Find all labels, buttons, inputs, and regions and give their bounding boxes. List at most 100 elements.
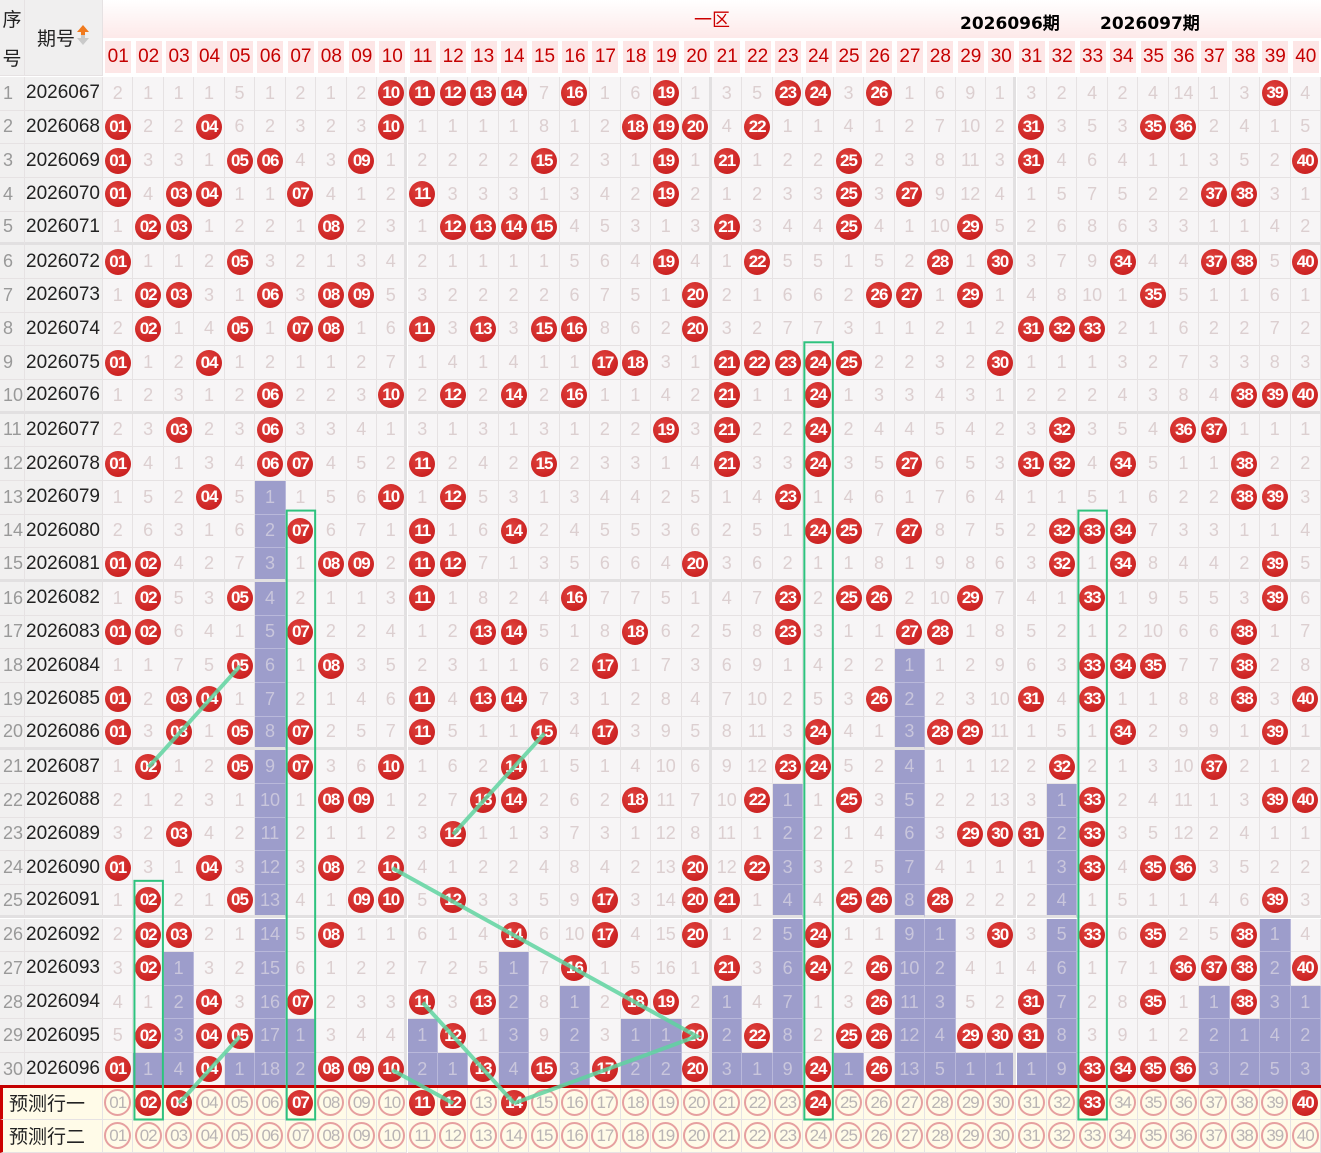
row-period[interactable]: 2026076 — [25, 379, 103, 414]
column-header-37[interactable]: 37 — [1199, 38, 1230, 76]
prediction-cell-24[interactable]: 24 — [803, 1120, 834, 1153]
prediction-cell-26[interactable]: 26 — [864, 1087, 895, 1120]
prediction-cell-20[interactable]: 20 — [681, 1087, 712, 1120]
prediction-cell-34[interactable]: 34 — [1107, 1120, 1139, 1153]
prediction-cell-12[interactable]: 12 — [437, 1087, 469, 1120]
column-header-28[interactable]: 28 — [925, 38, 956, 76]
prediction-cell-21[interactable]: 21 — [712, 1120, 743, 1153]
prediction-cell-29[interactable]: 29 — [955, 1087, 987, 1120]
prediction-cell-07[interactable]: 07 — [285, 1120, 317, 1153]
column-header-21[interactable]: 21 — [712, 38, 743, 76]
prediction-cell-33[interactable]: 33 — [1077, 1087, 1108, 1120]
prediction-cell-19[interactable]: 19 — [651, 1087, 682, 1120]
row-period[interactable]: 2026091 — [25, 884, 103, 919]
prediction-cell-35[interactable]: 35 — [1138, 1087, 1169, 1120]
prediction-cell-18[interactable]: 18 — [620, 1120, 652, 1153]
prediction-cell-22[interactable]: 22 — [742, 1087, 773, 1120]
prediction-cell-02[interactable]: 02 — [133, 1120, 164, 1153]
row-period[interactable]: 2026093 — [25, 952, 103, 986]
prediction-cell-03[interactable]: 03 — [163, 1120, 195, 1153]
prediction-cell-28[interactable]: 28 — [925, 1120, 956, 1153]
prediction-cell-17[interactable]: 17 — [590, 1087, 621, 1120]
prediction-cell-15[interactable]: 15 — [529, 1087, 560, 1120]
column-header-17[interactable]: 17 — [590, 38, 621, 76]
prediction-cell-14[interactable]: 14 — [498, 1087, 530, 1120]
row-period[interactable]: 2026084 — [25, 649, 103, 683]
column-header-26[interactable]: 26 — [864, 38, 895, 76]
prediction-cell-11[interactable]: 11 — [407, 1120, 438, 1153]
prediction-cell-05[interactable]: 05 — [224, 1120, 256, 1153]
prediction-cell-08[interactable]: 08 — [316, 1087, 347, 1120]
column-header-33[interactable]: 33 — [1077, 38, 1108, 76]
prediction-cell-32[interactable]: 32 — [1046, 1087, 1078, 1120]
prediction-cell-23[interactable]: 23 — [772, 1087, 804, 1120]
column-header-08[interactable]: 08 — [316, 38, 347, 76]
prediction-cell-25[interactable]: 25 — [833, 1087, 865, 1120]
row-period[interactable]: 2026083 — [25, 615, 103, 650]
column-header-19[interactable]: 19 — [651, 38, 682, 76]
column-header-22[interactable]: 22 — [742, 38, 773, 76]
column-header-03[interactable]: 03 — [163, 38, 195, 76]
prediction-cell-09[interactable]: 09 — [346, 1120, 378, 1153]
column-header-29[interactable]: 29 — [955, 38, 987, 76]
row-period[interactable]: 2026092 — [25, 918, 103, 953]
prediction-cell-31[interactable]: 31 — [1016, 1087, 1047, 1120]
row-period[interactable]: 2026080 — [25, 514, 103, 549]
prediction-cell-23[interactable]: 23 — [772, 1120, 804, 1153]
row-period[interactable]: 2026068 — [25, 110, 103, 145]
prediction-cell-17[interactable]: 17 — [590, 1120, 621, 1153]
row-period[interactable]: 2026069 — [25, 144, 103, 178]
prediction-cell-40[interactable]: 40 — [1290, 1087, 1321, 1120]
prediction-cell-10[interactable]: 10 — [377, 1120, 408, 1153]
prediction-cell-19[interactable]: 19 — [651, 1120, 682, 1153]
prediction-cell-37[interactable]: 37 — [1199, 1120, 1230, 1153]
prediction-cell-13[interactable]: 13 — [468, 1087, 499, 1120]
row-period[interactable]: 2026096 — [25, 1053, 103, 1087]
row-period[interactable]: 2026094 — [25, 985, 103, 1020]
prediction-cell-32[interactable]: 32 — [1046, 1120, 1078, 1153]
column-header-20[interactable]: 20 — [681, 38, 712, 76]
column-header-40[interactable]: 40 — [1290, 38, 1321, 76]
column-header-39[interactable]: 39 — [1260, 38, 1291, 76]
prediction-cell-39[interactable]: 39 — [1260, 1120, 1291, 1153]
prediction-cell-04[interactable]: 04 — [194, 1120, 225, 1153]
prediction-cell-31[interactable]: 31 — [1016, 1120, 1047, 1153]
prediction-cell-34[interactable]: 34 — [1107, 1087, 1139, 1120]
prediction-cell-04[interactable]: 04 — [194, 1087, 225, 1120]
prediction-cell-29[interactable]: 29 — [955, 1120, 987, 1153]
prediction-cell-14[interactable]: 14 — [498, 1120, 530, 1153]
prediction-cell-24[interactable]: 24 — [803, 1087, 834, 1120]
column-header-13[interactable]: 13 — [468, 38, 499, 76]
prediction-cell-38[interactable]: 38 — [1229, 1087, 1261, 1120]
prediction-cell-25[interactable]: 25 — [833, 1120, 865, 1153]
row-period[interactable]: 2026079 — [25, 480, 103, 515]
prediction-cell-27[interactable]: 27 — [894, 1087, 926, 1120]
prediction-cell-21[interactable]: 21 — [712, 1087, 743, 1120]
column-header-10[interactable]: 10 — [377, 38, 408, 76]
prediction-cell-03[interactable]: 03 — [163, 1087, 195, 1120]
row-period[interactable]: 2026067 — [25, 77, 103, 111]
row-period[interactable]: 2026081 — [25, 548, 103, 582]
column-header-15[interactable]: 15 — [529, 38, 560, 76]
row-period[interactable]: 2026075 — [25, 346, 103, 380]
column-header-09[interactable]: 09 — [346, 38, 378, 76]
column-header-34[interactable]: 34 — [1107, 38, 1139, 76]
prediction-cell-20[interactable]: 20 — [681, 1120, 712, 1153]
row-period[interactable]: 2026086 — [25, 716, 103, 751]
column-header-30[interactable]: 30 — [986, 38, 1017, 76]
prediction-cell-13[interactable]: 13 — [468, 1120, 499, 1153]
prediction-cell-27[interactable]: 27 — [894, 1120, 926, 1153]
column-header-07[interactable]: 07 — [285, 38, 317, 76]
prediction-cell-37[interactable]: 37 — [1199, 1087, 1230, 1120]
prediction-cell-18[interactable]: 18 — [620, 1087, 652, 1120]
row-period[interactable]: 2026074 — [25, 312, 103, 347]
row-period[interactable]: 2026078 — [25, 447, 103, 481]
prediction-cell-02[interactable]: 02 — [133, 1087, 164, 1120]
prediction-cell-09[interactable]: 09 — [346, 1087, 378, 1120]
prediction-cell-30[interactable]: 30 — [986, 1120, 1017, 1153]
prediction-cell-28[interactable]: 28 — [925, 1087, 956, 1120]
prediction-cell-01[interactable]: 01 — [103, 1120, 134, 1153]
column-header-16[interactable]: 16 — [559, 38, 591, 76]
prediction-cell-38[interactable]: 38 — [1229, 1120, 1261, 1153]
row-period[interactable]: 2026088 — [25, 783, 103, 818]
